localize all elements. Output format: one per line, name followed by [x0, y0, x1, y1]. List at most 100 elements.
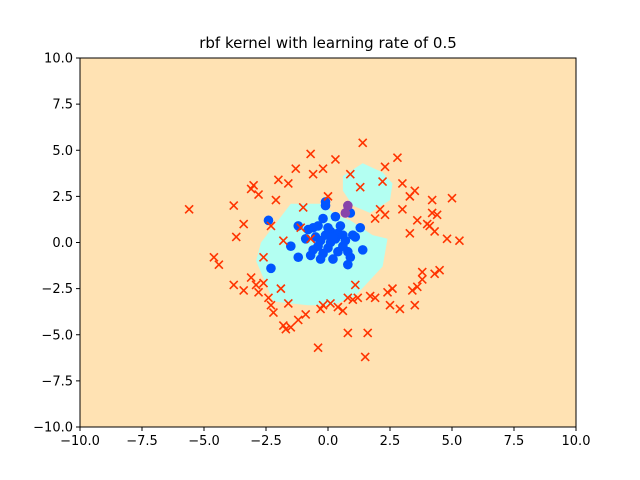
point-x: [231, 232, 241, 242]
point-x: [387, 284, 398, 294]
y-tick-label: 0.0: [52, 236, 73, 251]
y-tick-label: −5.0: [41, 328, 73, 343]
point-x: [343, 293, 353, 303]
point-x: [397, 178, 407, 189]
point-x: [293, 315, 303, 325]
point-x: [251, 280, 261, 290]
point-x: [417, 267, 427, 277]
point-x: [397, 204, 407, 214]
point-x: [253, 189, 264, 200]
point-x: [306, 234, 316, 244]
point-x: [365, 291, 375, 301]
point-x: [412, 215, 422, 225]
point-x: [249, 180, 259, 190]
point-x: [430, 226, 440, 236]
point-x: [392, 153, 403, 163]
point-x: [338, 306, 348, 316]
decision-region-inner-2: [342, 163, 393, 213]
point-circle: [315, 254, 326, 264]
point-x: [382, 287, 393, 297]
x-tick-label: 2.5: [380, 434, 401, 449]
point-x: [358, 138, 368, 148]
point-x: [271, 195, 281, 205]
point-circle: [313, 221, 323, 231]
point-circle: [355, 222, 366, 233]
y-tick-label: 7.5: [52, 98, 73, 113]
point-x: [258, 278, 269, 288]
point-x: [276, 284, 286, 294]
chart-title: rbf kernel with learning rate of 0.5: [199, 34, 457, 52]
point-x: [318, 164, 328, 174]
point-circle: [313, 241, 323, 251]
point-x: [370, 293, 380, 303]
point-circle: [293, 252, 304, 263]
x-tick-label: 0.0: [318, 434, 339, 449]
point-x: [273, 175, 283, 185]
y-tick-label: −2.5: [41, 282, 73, 297]
point-x: [454, 236, 465, 246]
point-x: [410, 300, 420, 310]
point-x: [333, 302, 343, 312]
point-x: [432, 210, 442, 220]
x-tick-label: −5.0: [188, 434, 220, 449]
point-x: [258, 252, 269, 262]
point-circle: [345, 252, 356, 263]
point-circle: [323, 222, 333, 233]
y-tick-label: 5.0: [52, 144, 73, 159]
x-axis: −10.0 −7.5 −5.0 −2.5 0.0 2.5 5.0 7.5 10.0: [60, 427, 590, 449]
point-x: [283, 178, 293, 189]
point-x: [214, 260, 224, 270]
x-tick-label: 7.5: [504, 434, 525, 449]
point-x: [229, 201, 239, 211]
point-circle: [266, 263, 276, 274]
point-circle: [318, 213, 328, 224]
point-x: [278, 236, 288, 246]
point-x: [435, 265, 445, 275]
point-x: [385, 300, 395, 310]
point-x: [318, 300, 328, 310]
y-tick-label: −7.5: [41, 374, 73, 389]
point-circle: [350, 232, 361, 242]
point-x: [313, 343, 323, 353]
point-circle: [343, 200, 353, 211]
point-x: [325, 298, 336, 308]
point-x: [412, 282, 422, 292]
point-x: [395, 304, 405, 314]
point-circle: [340, 208, 351, 218]
point-circle: [300, 234, 311, 244]
point-x: [209, 252, 219, 262]
point-x: [253, 287, 264, 297]
point-x: [323, 191, 333, 201]
point-x: [348, 295, 358, 305]
point-x: [266, 221, 276, 231]
x-tick-label: −10.0: [60, 434, 100, 449]
point-x: [296, 223, 306, 233]
point-circle: [320, 197, 331, 207]
point-x: [447, 193, 457, 203]
point-x: [363, 328, 373, 338]
point-x: [301, 309, 311, 320]
point-x: [380, 162, 390, 172]
point-x: [330, 154, 341, 165]
point-circle: [330, 211, 341, 222]
point-x: [283, 298, 293, 308]
point-x: [291, 164, 301, 174]
point-x: [298, 202, 308, 213]
point-circle: [328, 254, 338, 264]
y-tick-label: 10.0: [44, 52, 73, 67]
point-x: [350, 280, 360, 290]
point-x: [353, 293, 363, 303]
point-x: [266, 300, 276, 310]
point-circle: [328, 232, 338, 242]
point-x: [427, 195, 437, 205]
point-x: [407, 285, 417, 296]
point-x: [184, 204, 194, 214]
y-tick-label: −10.0: [33, 421, 73, 436]
point-x: [239, 285, 249, 296]
point-x: [239, 219, 249, 229]
point-x: [370, 213, 380, 224]
point-circle: [338, 230, 348, 240]
point-x: [345, 169, 355, 179]
y-axis: −10.0 −7.5 −5.0 −2.5 0.0 2.5 5.0 7.5 10.0: [33, 52, 80, 436]
